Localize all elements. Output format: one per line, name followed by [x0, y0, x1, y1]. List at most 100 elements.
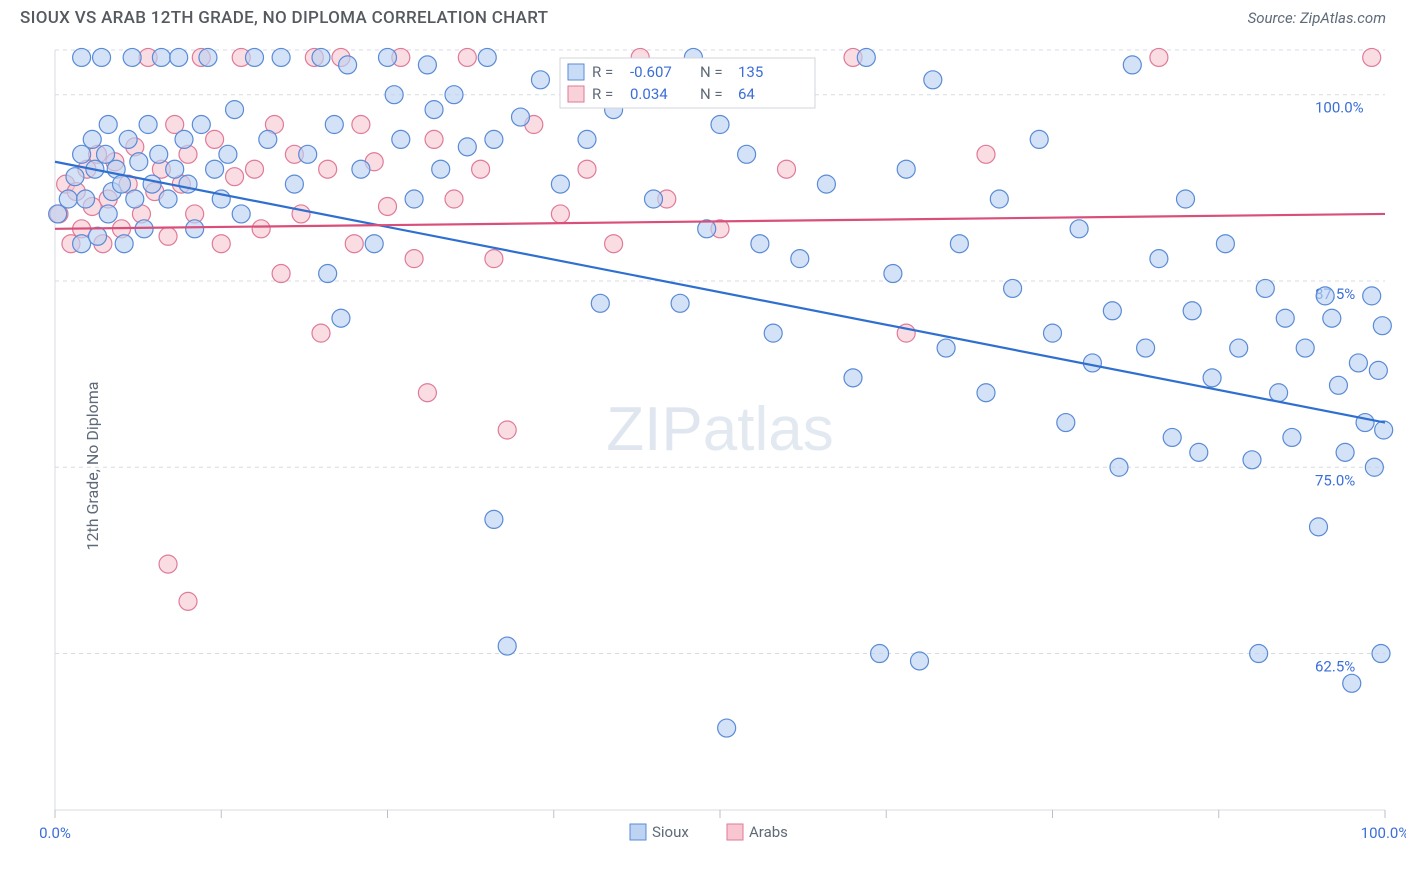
- scatter-point-sioux: [159, 190, 177, 208]
- svg-text:0.034: 0.034: [630, 85, 668, 103]
- scatter-point-sioux: [1057, 414, 1075, 432]
- scatter-point-sioux: [150, 145, 168, 163]
- scatter-point-sioux: [272, 48, 290, 66]
- scatter-point-sioux: [1137, 339, 1155, 357]
- svg-text:R =: R =: [592, 63, 613, 81]
- scatter-point-sioux: [179, 175, 197, 193]
- scatter-point-sioux: [738, 145, 756, 163]
- scatter-point-arabs: [418, 384, 436, 402]
- scatter-point-arabs: [1363, 48, 1381, 66]
- scatter-point-sioux: [458, 138, 476, 156]
- scatter-point-sioux: [1177, 190, 1195, 208]
- scatter-point-arabs: [405, 250, 423, 268]
- scatter-point-sioux: [73, 145, 91, 163]
- scatter-point-sioux: [1276, 309, 1294, 327]
- scatter-point-sioux: [66, 168, 84, 186]
- scatter-point-sioux: [445, 86, 463, 104]
- scatter-point-sioux: [385, 86, 403, 104]
- scatter-point-sioux: [857, 48, 875, 66]
- scatter-point-arabs: [605, 235, 623, 253]
- scatter-point-sioux: [1190, 443, 1208, 461]
- scatter-point-arabs: [345, 235, 363, 253]
- scatter-point-sioux: [1296, 339, 1314, 357]
- scatter-point-sioux: [1365, 458, 1383, 476]
- scatter-point-sioux: [1316, 287, 1334, 305]
- scatter-point-sioux: [485, 510, 503, 528]
- source-attribution: Source: ZipAtlas.com: [1248, 9, 1386, 27]
- scatter-point-sioux: [285, 175, 303, 193]
- scatter-point-arabs: [252, 220, 270, 238]
- scatter-point-sioux: [990, 190, 1008, 208]
- scatter-point-sioux: [645, 190, 663, 208]
- scatter-point-sioux: [884, 265, 902, 283]
- scatter-point-sioux: [232, 205, 250, 223]
- scatter-point-sioux: [113, 175, 131, 193]
- scatter-point-sioux: [1270, 384, 1288, 402]
- scatter-point-sioux: [817, 175, 835, 193]
- scatter-point-sioux: [1283, 428, 1301, 446]
- scatter-point-arabs: [379, 197, 397, 215]
- chart-container: 12th Grade, No Diploma 62.5%75.0%87.5%10…: [0, 40, 1406, 892]
- scatter-point-sioux: [246, 48, 264, 66]
- scatter-point-arabs: [212, 235, 230, 253]
- y-tick-label: 100.0%: [1315, 99, 1364, 117]
- scatter-point-sioux: [192, 116, 210, 134]
- scatter-point-sioux: [199, 48, 217, 66]
- scatter-point-arabs: [206, 130, 224, 148]
- scatter-point-sioux: [911, 652, 929, 670]
- scatter-point-sioux: [139, 116, 157, 134]
- scatter-point-sioux: [950, 235, 968, 253]
- scatter-point-arabs: [312, 324, 330, 342]
- scatter-point-sioux: [671, 294, 689, 312]
- x-tick-label: 100.0%: [1361, 824, 1406, 842]
- scatter-point-sioux: [844, 369, 862, 387]
- scatter-point-sioux: [485, 130, 503, 148]
- svg-text:R =: R =: [592, 85, 613, 103]
- scatter-point-sioux: [166, 160, 184, 178]
- scatter-point-sioux: [1250, 645, 1268, 663]
- scatter-point-sioux: [119, 130, 137, 148]
- scatter-point-sioux: [718, 719, 736, 737]
- scatter-point-sioux: [226, 101, 244, 119]
- scatter-point-sioux: [339, 56, 357, 74]
- scatter-point-sioux: [49, 205, 67, 223]
- scatter-point-sioux: [99, 116, 117, 134]
- scatter-point-sioux: [591, 294, 609, 312]
- watermark: ZIPatlas: [606, 395, 833, 464]
- scatter-point-sioux: [1349, 354, 1367, 372]
- scatter-point-sioux: [1336, 443, 1354, 461]
- scatter-point-sioux: [1323, 309, 1341, 327]
- svg-text:-0.607: -0.607: [630, 63, 672, 81]
- scatter-point-arabs: [179, 592, 197, 610]
- scatter-point-arabs: [292, 205, 310, 223]
- scatter-point-sioux: [259, 130, 277, 148]
- scatter-point-arabs: [352, 116, 370, 134]
- scatter-chart: 62.5%75.0%87.5%100.0%0.0%100.0%ZIPatlasR…: [0, 40, 1406, 892]
- scatter-point-sioux: [1372, 645, 1390, 663]
- scatter-point-sioux: [1256, 279, 1274, 297]
- scatter-point-sioux: [1369, 361, 1387, 379]
- scatter-point-sioux: [425, 101, 443, 119]
- scatter-point-sioux: [764, 324, 782, 342]
- scatter-point-sioux: [1103, 302, 1121, 320]
- scatter-point-sioux: [1375, 421, 1393, 439]
- scatter-point-sioux: [1363, 287, 1381, 305]
- scatter-point-sioux: [97, 145, 115, 163]
- svg-text:64: 64: [738, 85, 755, 103]
- scatter-point-sioux: [1044, 324, 1062, 342]
- scatter-point-sioux: [73, 235, 91, 253]
- scatter-point-sioux: [352, 160, 370, 178]
- scatter-point-sioux: [897, 160, 915, 178]
- scatter-point-sioux: [89, 227, 107, 245]
- scatter-point-sioux: [1203, 369, 1221, 387]
- scatter-point-sioux: [115, 235, 133, 253]
- scatter-point-sioux: [1004, 279, 1022, 297]
- scatter-point-sioux: [924, 71, 942, 89]
- scatter-point-sioux: [365, 235, 383, 253]
- scatter-point-sioux: [93, 48, 111, 66]
- scatter-point-arabs: [425, 130, 443, 148]
- scatter-point-sioux: [83, 130, 101, 148]
- scatter-point-sioux: [937, 339, 955, 357]
- scatter-point-arabs: [445, 190, 463, 208]
- scatter-point-arabs: [272, 265, 290, 283]
